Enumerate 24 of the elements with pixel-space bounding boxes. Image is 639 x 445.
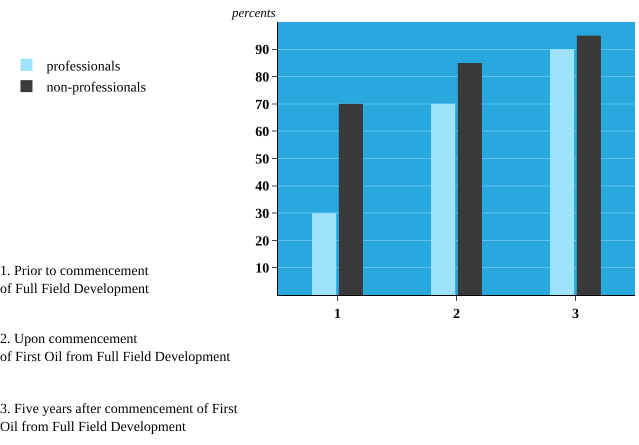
bar	[338, 104, 363, 295]
bar	[431, 104, 456, 295]
text: 2. Upon commencement of First Oil from Full Field Development	[0, 332, 230, 366]
bar	[550, 49, 574, 295]
legend-label: professionals	[46, 59, 120, 74]
y-tick-label: 20	[255, 234, 270, 250]
y-tick-label: 90	[255, 43, 270, 58]
bar	[576, 36, 601, 295]
y-tick-label: 70	[255, 98, 270, 113]
text: 1. Prior to commencement of Full Field Development	[0, 264, 150, 298]
bar	[458, 62, 482, 295]
y-tick-label: 50	[255, 152, 270, 168]
x-tick-label: 3	[572, 306, 579, 322]
y-tick-label: 60	[255, 125, 270, 140]
legend-label: non-professionals	[46, 80, 146, 96]
bar	[312, 213, 336, 295]
y-tick-label: 40	[255, 180, 270, 195]
y-tick-label: 10	[255, 262, 270, 277]
y-tick-label: 80	[255, 70, 270, 86]
y-axis-title: percents	[231, 5, 276, 20]
x-tick-label: 1	[334, 306, 341, 322]
y-tick-label: 30	[255, 207, 270, 222]
text: 3. Five years after commencement of First Oil from Full Field Development	[0, 402, 238, 436]
x-tick-label: 2	[453, 306, 460, 322]
